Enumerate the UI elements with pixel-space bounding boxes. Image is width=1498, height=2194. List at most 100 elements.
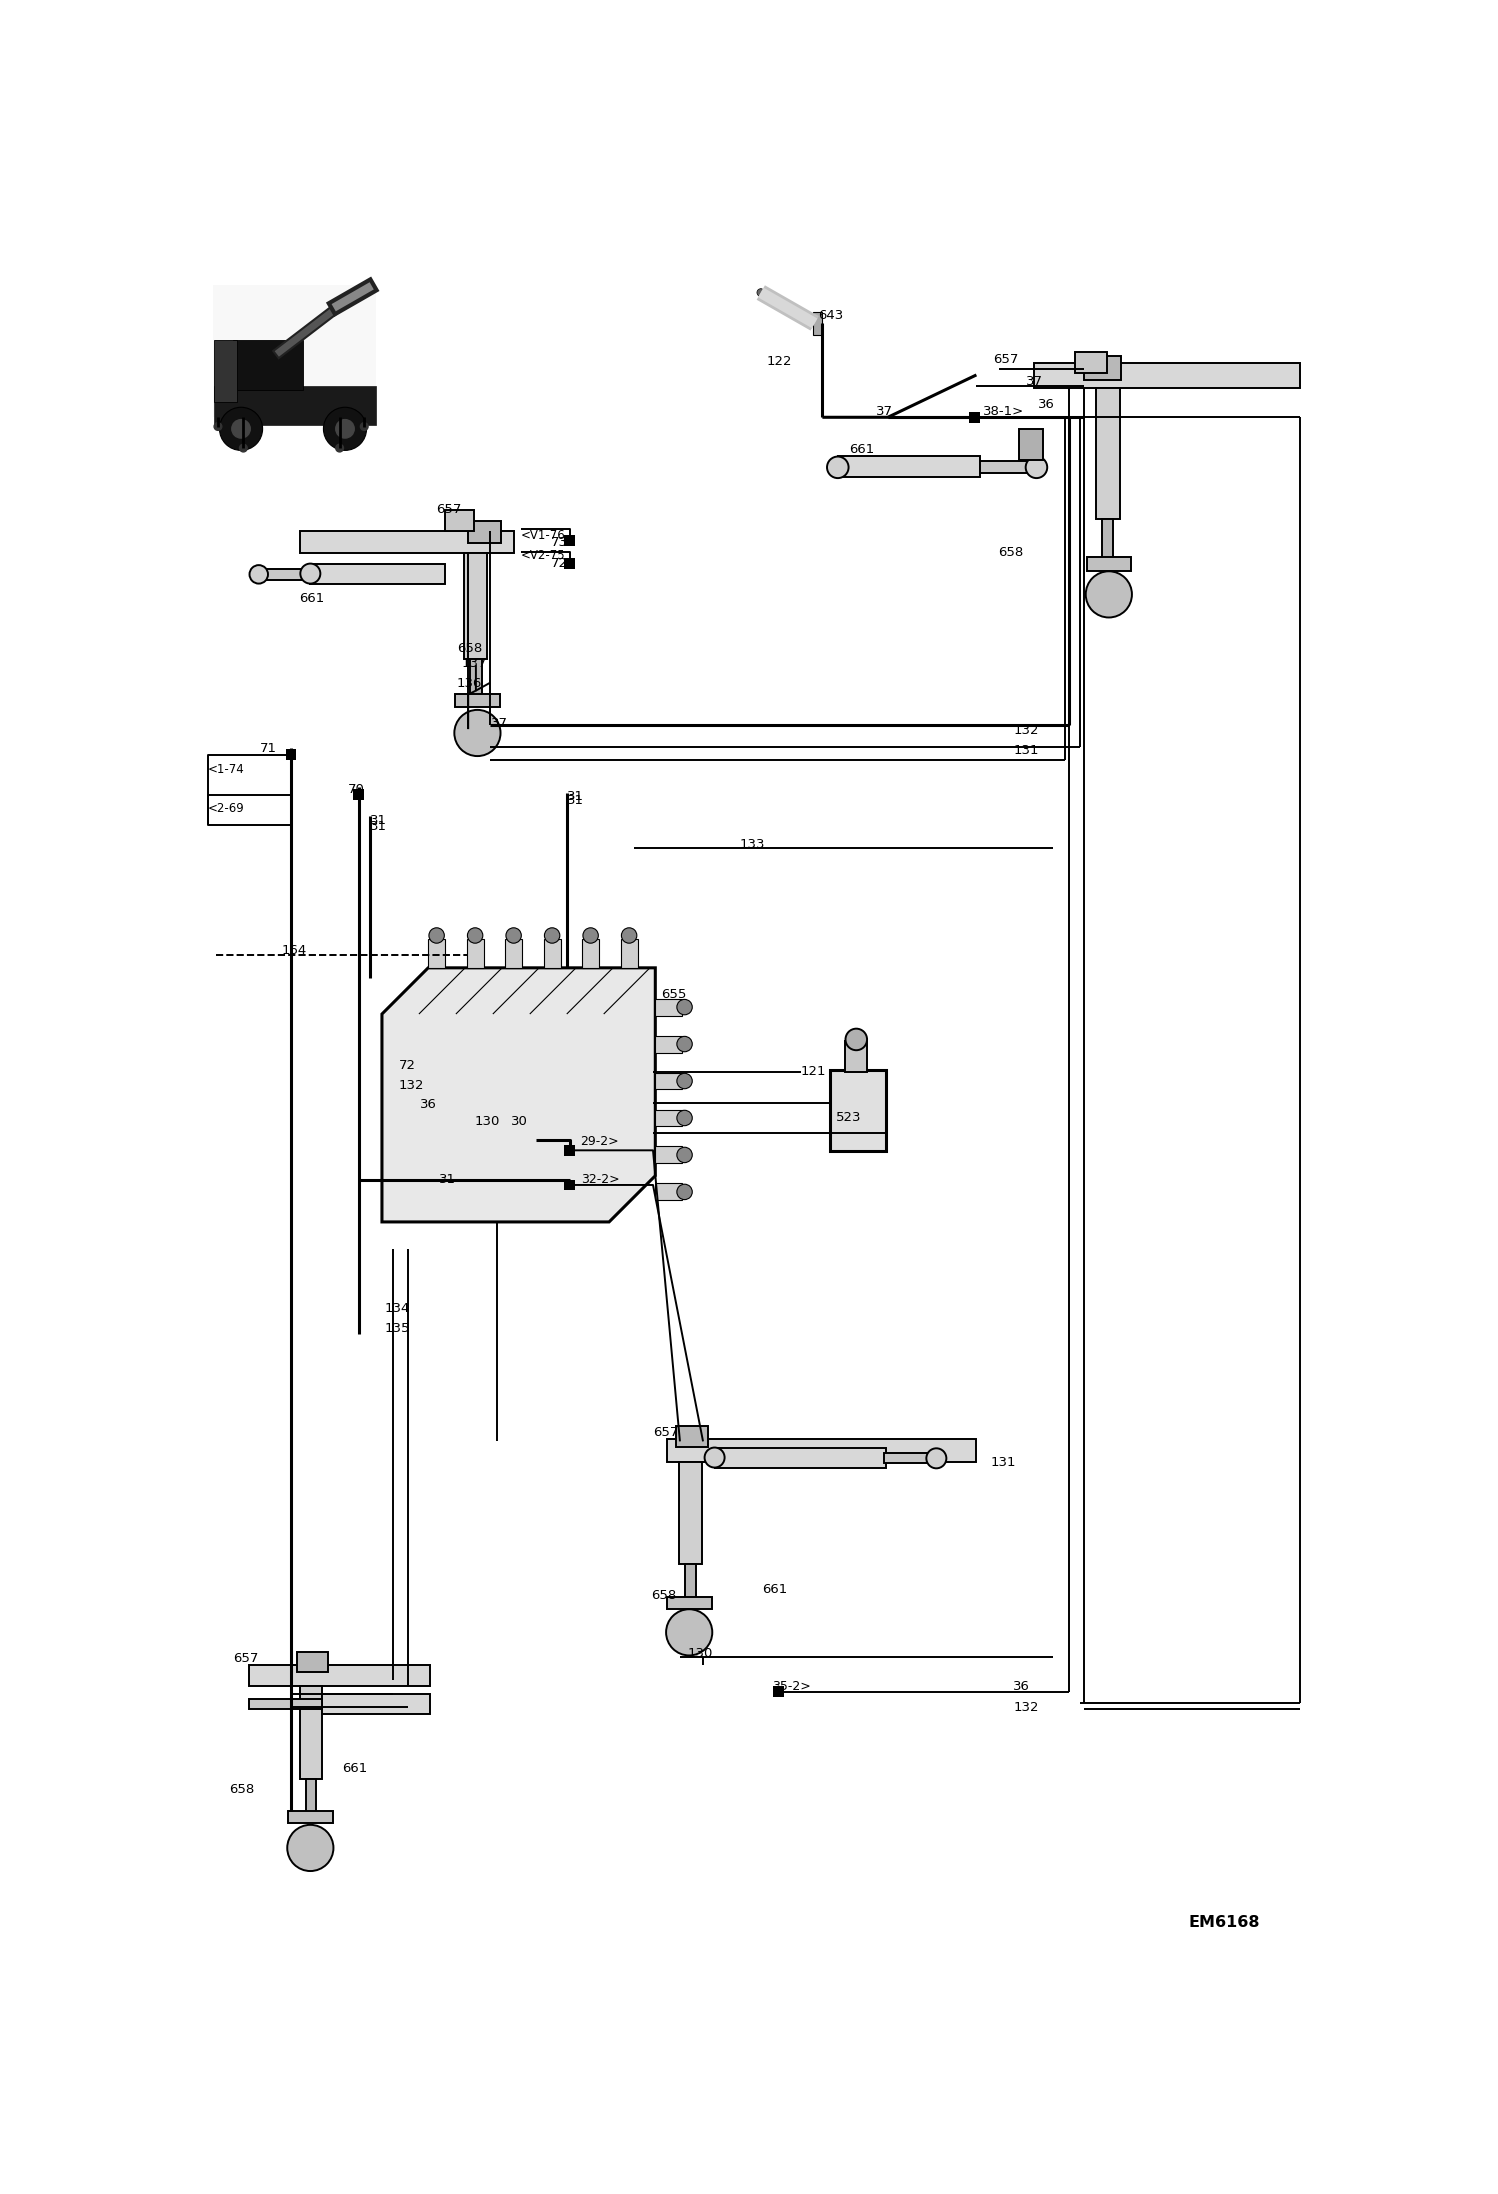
- Text: <V2-75: <V2-75: [521, 548, 565, 562]
- Text: 121: 121: [801, 1066, 827, 1077]
- Text: 135: 135: [385, 1323, 410, 1336]
- Text: 657: 657: [993, 353, 1019, 366]
- Bar: [1095, 388, 1121, 520]
- Circle shape: [926, 1448, 947, 1468]
- Text: 31: 31: [370, 821, 386, 834]
- Text: <2-69: <2-69: [208, 803, 244, 814]
- Bar: [234, 340, 303, 391]
- Text: 72: 72: [398, 1060, 416, 1073]
- Circle shape: [506, 928, 521, 943]
- Text: 643: 643: [818, 309, 843, 323]
- Bar: [470, 658, 482, 695]
- Circle shape: [240, 443, 247, 452]
- Text: 657: 657: [234, 1652, 259, 1665]
- Circle shape: [845, 1029, 867, 1051]
- Text: 661: 661: [849, 443, 875, 456]
- Circle shape: [827, 456, 848, 478]
- Bar: [565, 535, 575, 546]
- Circle shape: [1086, 570, 1132, 617]
- Text: 132: 132: [398, 1079, 424, 1093]
- Circle shape: [454, 711, 500, 757]
- Bar: [686, 1564, 697, 1599]
- Bar: [1019, 428, 1044, 459]
- Text: 131: 131: [990, 1457, 1016, 1470]
- Bar: [249, 1700, 322, 1709]
- Text: <1-74: <1-74: [208, 764, 244, 777]
- Bar: [467, 939, 484, 968]
- Circle shape: [677, 1185, 692, 1200]
- Bar: [1086, 557, 1131, 570]
- Text: 38-1>: 38-1>: [983, 404, 1023, 417]
- Text: 658: 658: [457, 643, 482, 654]
- Bar: [469, 522, 500, 542]
- Circle shape: [428, 928, 445, 943]
- Text: 30: 30: [511, 1115, 527, 1128]
- Bar: [773, 1687, 783, 1696]
- Circle shape: [544, 928, 560, 943]
- Circle shape: [677, 1147, 692, 1163]
- Circle shape: [250, 566, 268, 584]
- Bar: [354, 790, 364, 801]
- Text: 31: 31: [439, 1174, 455, 1187]
- Text: 29-2>: 29-2>: [581, 1134, 619, 1147]
- Text: <V1-76: <V1-76: [521, 529, 565, 542]
- Bar: [565, 1180, 575, 1191]
- Text: 133: 133: [739, 838, 765, 851]
- Text: 658: 658: [229, 1784, 255, 1797]
- Bar: [288, 1810, 333, 1823]
- Circle shape: [810, 320, 818, 327]
- Text: 655: 655: [661, 987, 686, 1000]
- Text: 658: 658: [998, 546, 1023, 559]
- Text: 37: 37: [1026, 375, 1044, 388]
- Bar: [445, 509, 475, 531]
- Bar: [655, 1183, 682, 1200]
- Bar: [259, 568, 310, 579]
- Circle shape: [361, 423, 369, 430]
- Bar: [1103, 520, 1113, 559]
- Circle shape: [300, 564, 321, 584]
- Circle shape: [583, 928, 598, 943]
- Circle shape: [677, 1073, 692, 1088]
- Bar: [505, 939, 523, 968]
- Text: 36: 36: [1013, 1681, 1031, 1694]
- Circle shape: [336, 419, 354, 439]
- Circle shape: [336, 443, 343, 452]
- Text: 31: 31: [370, 814, 386, 827]
- Text: 658: 658: [650, 1588, 676, 1602]
- Bar: [676, 1426, 709, 1446]
- Bar: [310, 564, 445, 584]
- Circle shape: [783, 305, 791, 312]
- Bar: [565, 1145, 575, 1156]
- Circle shape: [667, 1608, 712, 1656]
- Text: 134: 134: [385, 1303, 410, 1316]
- Bar: [969, 412, 980, 423]
- Text: 71: 71: [261, 742, 277, 755]
- Circle shape: [765, 294, 773, 301]
- Bar: [544, 939, 560, 968]
- Bar: [1034, 364, 1300, 388]
- Bar: [679, 1461, 703, 1564]
- Text: 137: 137: [461, 658, 487, 669]
- Bar: [655, 1147, 682, 1163]
- Bar: [667, 1439, 977, 1461]
- Text: 657: 657: [653, 1426, 679, 1439]
- Bar: [620, 939, 638, 968]
- Text: 132: 132: [1013, 1700, 1038, 1714]
- Text: 661: 661: [342, 1762, 367, 1775]
- Text: 132: 132: [1013, 724, 1038, 737]
- Text: 70: 70: [348, 783, 366, 796]
- Bar: [655, 998, 682, 1016]
- Text: 136: 136: [457, 678, 482, 691]
- Bar: [845, 1040, 867, 1073]
- Bar: [286, 748, 297, 759]
- Bar: [455, 695, 500, 706]
- Text: 37: 37: [491, 717, 508, 731]
- Circle shape: [622, 928, 637, 943]
- Text: 72: 72: [551, 557, 568, 570]
- Bar: [813, 312, 822, 336]
- Bar: [565, 557, 575, 568]
- Circle shape: [232, 419, 250, 439]
- Text: 35-2>: 35-2>: [773, 1681, 810, 1694]
- Circle shape: [324, 408, 367, 450]
- Circle shape: [801, 314, 809, 323]
